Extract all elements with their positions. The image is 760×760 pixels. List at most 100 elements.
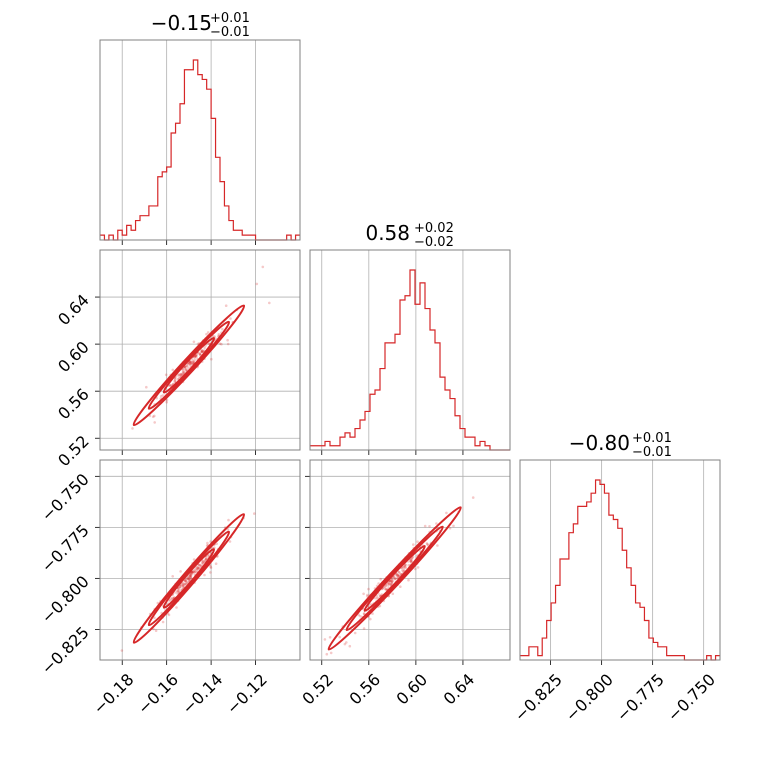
scatter-panel-0-2-point — [183, 579, 187, 583]
y-tick-label-2-3: −0.750 — [38, 470, 93, 525]
scatter-panel-0-2-point — [177, 590, 180, 594]
histogram-2 — [520, 479, 720, 661]
x-tick-label-2-0: −0.825 — [511, 670, 566, 725]
scatter-panel-1-2-point — [394, 577, 397, 581]
histogram-0 — [100, 59, 300, 241]
scatter-panel-1-2-point — [399, 585, 402, 588]
scatter-panel-1-2-point — [359, 615, 362, 618]
scatter-panel-1-2-point — [369, 617, 372, 621]
scatter-panel-0-2-point — [167, 613, 171, 617]
scatter-panel-1-2-point — [343, 642, 347, 646]
scatter-panel-1-2-point — [338, 635, 342, 639]
scatter-panel-1-2-point — [391, 592, 395, 596]
scatter-panel-0-2-point — [186, 577, 190, 581]
title-param-1-sub: −0.02 — [414, 235, 454, 250]
scatter-panel-1-2-point — [445, 511, 448, 515]
scatter-panel-1-2-frame — [309, 459, 511, 661]
scatter-panel-0-1-point — [173, 380, 177, 384]
scatter-panel-0-2-point — [153, 616, 156, 619]
scatter-panel-0-2-point — [207, 554, 210, 557]
scatter-panel-0-1-point — [189, 360, 192, 363]
scatter-panel-0-2-point — [214, 562, 218, 565]
y-tick-labels: 0.52 0.56 0.60 0.64 −0.825−0.800−0.775−0.750 — [38, 290, 93, 678]
scatter-panel-1-2-point — [367, 587, 370, 591]
scatter-panel-0-2-point — [209, 540, 212, 543]
scatter-panel-0-1-point — [221, 327, 224, 331]
scatter-panel-0-1-point — [180, 372, 183, 376]
scatter-panel-1-2-point — [387, 582, 391, 586]
scatter-panel-0-1-point — [182, 371, 186, 375]
title-param-2-sup: +0.01 — [632, 431, 672, 446]
scatter-panel-0-1-point — [220, 342, 223, 346]
scatter-panel-0-2-point — [181, 584, 185, 588]
scatter-panel-0-2-point — [188, 575, 192, 578]
scatter-panel-0-2-point — [187, 577, 190, 581]
scatter-panel-0-2-point — [190, 570, 194, 574]
scatter-panel-1-2-point — [384, 584, 388, 587]
scatter-panel-1-2-point — [386, 584, 390, 587]
scatter-panel-0-1-point — [161, 394, 165, 397]
scatter-panel-0-2-point — [178, 586, 182, 589]
y-tick-label-1-1: 0.56 — [54, 385, 93, 424]
scatter-panel-0-1-point — [169, 383, 172, 387]
scatter-panel-0-2-point — [189, 576, 193, 580]
scatter-panel-0-1-point — [188, 363, 192, 367]
scatter-panel-0-1-point — [206, 331, 210, 334]
scatter-panel-0-2-points — [120, 512, 256, 652]
scatter-panel-1-2-point — [329, 651, 333, 655]
scatter-panel-1-2-point — [435, 522, 438, 525]
scatter-panel-0-2-point — [181, 584, 185, 588]
scatter-panel-0-1-point — [201, 349, 204, 353]
scatter-panel-0-1-point — [205, 332, 208, 336]
scatter-panel-0-2-point — [191, 571, 195, 575]
scatter-panel-1-2-point — [409, 558, 413, 561]
scatter-panel-1-2-point — [448, 527, 452, 530]
scatter-panel-1-2-point — [425, 542, 429, 545]
scatter-panel-0-1-point — [131, 427, 134, 430]
title-param-0-sup: +0.01 — [210, 11, 250, 26]
scatter-panel-1-2-point — [392, 575, 395, 579]
scatter-panel-0-2-point — [201, 562, 205, 565]
scatter-panel-0-1-point — [195, 353, 198, 357]
scatter-panel-0-1-point — [193, 355, 196, 359]
scatter-panel-1-2-point — [383, 585, 387, 588]
scatter-panel-0-2-contour-2 — [132, 513, 246, 644]
scatter-panel-0-2-point — [198, 564, 201, 567]
scatter-panel-1-2-point — [452, 524, 455, 528]
scatter-panel-1-2-point — [328, 636, 332, 639]
title-param-2: −0.80 +0.01 −0.01 — [569, 431, 672, 460]
scatter-panel-0-1-point — [177, 373, 181, 377]
scatter-panel-1-2-point — [323, 638, 327, 641]
scatter-panel-1-2-point — [428, 525, 431, 528]
scatter-panel-0-1-point — [218, 342, 222, 346]
scatter-panel-0-2-point — [192, 558, 196, 561]
scatter-panel-1-2-point — [403, 565, 407, 568]
scatter-panel-0-2-point — [203, 573, 206, 577]
scatter-panel-0-2-point — [227, 518, 230, 522]
scatter-panel-0-1-point — [177, 374, 180, 377]
scatter-panel-0-1-point — [193, 355, 197, 359]
scatter-panel-0-2-point — [188, 577, 192, 581]
scatter-panel-1-2-point — [390, 577, 394, 581]
y-tick-label-1-3: 0.64 — [54, 290, 93, 329]
scatter-panel-1-2-point — [423, 524, 427, 528]
scatter-panel-0-2-point — [197, 567, 200, 571]
scatter-panel-0-1-frame — [99, 249, 301, 451]
scatter-panel-0-2-point — [185, 577, 188, 581]
scatter-panel-0-2-point — [179, 570, 182, 573]
scatter-panel-1-2-point — [416, 566, 420, 569]
scatter-panel-0-1-point — [165, 400, 168, 404]
scatter-panel-0-1-point — [203, 346, 206, 350]
scatter-panel-0-2-point — [204, 557, 208, 560]
scatter-panel-0-1-point — [188, 362, 191, 365]
scatter-panel-0-1-point — [189, 360, 193, 364]
scatter-panel-1-2-point — [362, 612, 366, 615]
scatter-panel-0-2-point — [194, 567, 197, 571]
scatter-panel-0-1-point — [194, 354, 198, 358]
scatter-panel-0-2-point — [179, 584, 182, 588]
scatter-panel-1-2-point — [409, 558, 412, 562]
scatter-panel-1-2-point — [348, 644, 352, 648]
y-tick-label-1-0: 0.52 — [54, 432, 93, 471]
scatter-panel-0-1-point — [178, 373, 182, 377]
scatter-panel-0-1-point — [198, 352, 202, 356]
